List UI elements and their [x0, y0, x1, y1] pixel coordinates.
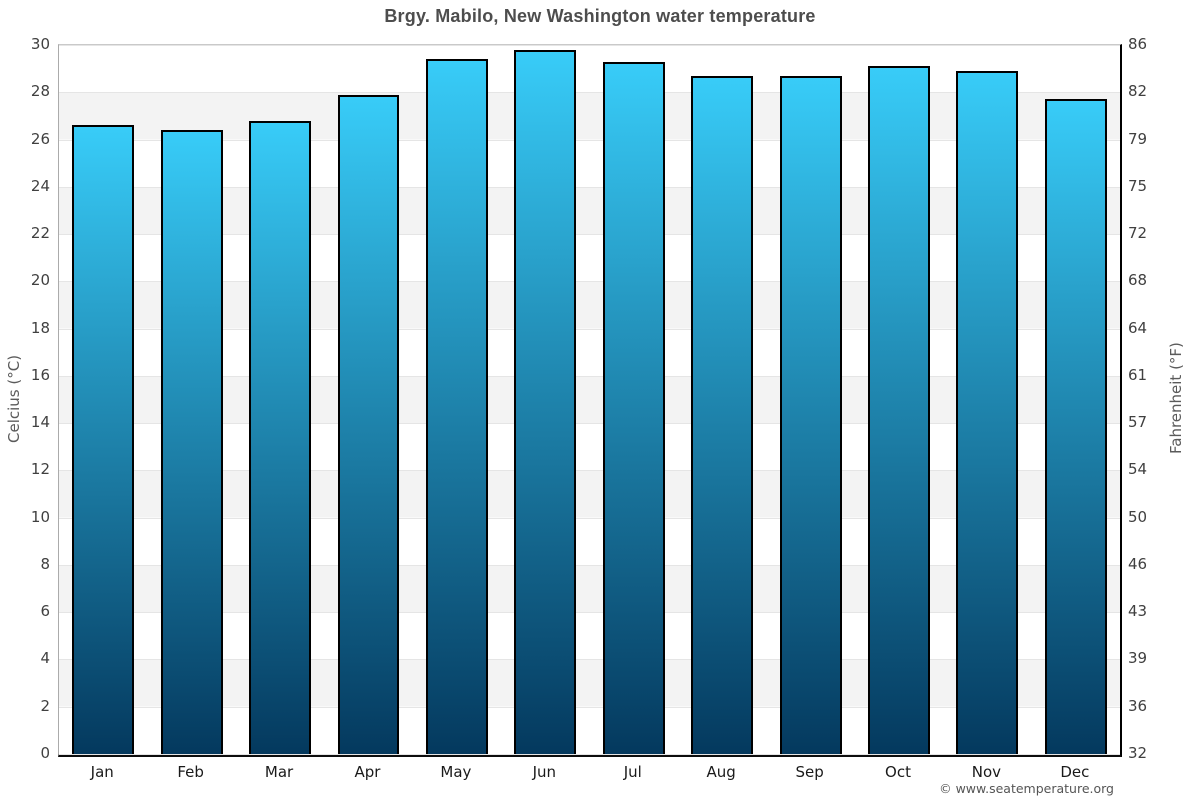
- y-tick-8c: 8: [40, 554, 50, 573]
- x-label-feb: Feb: [177, 763, 204, 781]
- x-label-nov: Nov: [971, 763, 1002, 781]
- bar-sep[interactable]: [779, 75, 842, 754]
- y-tick-10c: 10: [30, 507, 50, 526]
- y-tick-16c: 16: [30, 365, 50, 384]
- y-tick-12c: 12: [30, 460, 50, 479]
- bar-slot-sep: [766, 45, 854, 754]
- x-label-jul: Jul: [623, 763, 642, 781]
- x-label-dec: Dec: [1060, 763, 1090, 781]
- y-tick-61f: 61: [1128, 365, 1148, 384]
- gridline-26c: [59, 139, 1120, 141]
- y-axis-title-celsius: Celcius (°C): [5, 354, 23, 443]
- bar-may[interactable]: [425, 59, 488, 754]
- bar-jan[interactable]: [72, 125, 135, 754]
- gridline-20c: [59, 281, 1120, 283]
- bar-jun[interactable]: [514, 49, 577, 754]
- y-tick-57f: 57: [1128, 413, 1148, 432]
- bar-dec[interactable]: [1044, 99, 1107, 754]
- x-label-may: May: [440, 763, 472, 781]
- y-axis-title-fahrenheit: Fahrenheit (°F): [1167, 342, 1185, 455]
- x-label-aug: Aug: [706, 763, 736, 781]
- y-tick-54f: 54: [1128, 460, 1148, 479]
- bar-slot-jan: [59, 45, 147, 754]
- gridline-24c: [59, 186, 1120, 188]
- y-tick-32f: 32: [1128, 744, 1148, 762]
- y-tick-30c: 30: [30, 35, 50, 53]
- y-tick-68f: 68: [1128, 271, 1148, 290]
- bar-slot-feb: [147, 45, 235, 754]
- attribution-link[interactable]: © www.seatemperature.org: [939, 781, 1114, 796]
- bars-container: [59, 45, 1120, 754]
- y-tick-43f: 43: [1128, 602, 1148, 621]
- x-label-jan: Jan: [90, 763, 114, 781]
- y-tick-39f: 39: [1128, 649, 1148, 668]
- y-tick-14c: 14: [30, 413, 50, 432]
- x-axis-labels: Jan Feb Mar Apr May Jun Jul Aug Sep Oct Nov Dec: [58, 758, 1119, 786]
- chart-title: Brgy. Mabilo, New Washington water tempe…: [384, 6, 816, 26]
- bar-slot-dec: [1032, 45, 1120, 754]
- y-tick-50f: 50: [1128, 507, 1148, 526]
- gridline-12c: [59, 470, 1120, 472]
- y-tick-64f: 64: [1128, 318, 1148, 337]
- y-tick-79f: 79: [1128, 129, 1148, 148]
- gridline-16c: [59, 375, 1120, 377]
- bar-slot-jul: [590, 45, 678, 754]
- gridline-18c: [59, 328, 1120, 330]
- bar-slot-oct: [855, 45, 943, 754]
- gridline-8c: [59, 564, 1120, 566]
- bar-apr[interactable]: [337, 94, 400, 754]
- y-tick-28c: 28: [30, 82, 50, 101]
- y-tick-46f: 46: [1128, 554, 1148, 573]
- y-tick-72f: 72: [1128, 224, 1148, 243]
- x-label-mar: Mar: [264, 763, 294, 781]
- y-tick-82f: 82: [1128, 82, 1148, 101]
- x-label-sep: Sep: [795, 763, 824, 781]
- x-label-jun: Jun: [532, 763, 557, 781]
- y-tick-20c: 20: [30, 271, 50, 290]
- gridline-22c: [59, 234, 1120, 236]
- bar-slot-aug: [678, 45, 766, 754]
- gridline-6c: [59, 612, 1120, 614]
- bar-slot-jun: [501, 45, 589, 754]
- gridline-28c: [59, 92, 1120, 94]
- y-tick-6c: 6: [40, 602, 50, 621]
- bar-slot-may: [413, 45, 501, 754]
- gridline-14c: [59, 423, 1120, 425]
- y-tick-75f: 75: [1128, 176, 1148, 195]
- gridline-2c: [59, 706, 1120, 708]
- y-tick-86f: 86: [1128, 35, 1148, 53]
- y-tick-22c: 22: [30, 224, 50, 243]
- bar-mar[interactable]: [249, 120, 311, 754]
- y-tick-26c: 26: [30, 129, 50, 148]
- bar-oct[interactable]: [868, 66, 930, 754]
- bar-nov[interactable]: [956, 71, 1019, 754]
- bar-aug[interactable]: [691, 75, 754, 754]
- y-tick-24c: 24: [30, 176, 50, 195]
- y-tick-4c: 4: [40, 649, 50, 668]
- y-tick-0c: 0: [40, 744, 50, 762]
- gridline-30c: [59, 45, 1120, 46]
- x-label-oct: Oct: [885, 763, 911, 781]
- y-tick-36f: 36: [1128, 696, 1148, 715]
- y-tick-2c: 2: [40, 696, 50, 715]
- bar-slot-mar: [236, 45, 324, 754]
- plot-area: [58, 44, 1122, 757]
- gridline-0c: [59, 754, 1120, 755]
- x-label-apr: Apr: [354, 763, 381, 781]
- bar-jul[interactable]: [602, 61, 665, 754]
- y-tick-18c: 18: [30, 318, 50, 337]
- bar-feb[interactable]: [160, 130, 223, 754]
- bar-slot-nov: [943, 45, 1031, 754]
- gridline-10c: [59, 517, 1120, 519]
- bar-slot-apr: [324, 45, 412, 754]
- gridline-4c: [59, 659, 1120, 661]
